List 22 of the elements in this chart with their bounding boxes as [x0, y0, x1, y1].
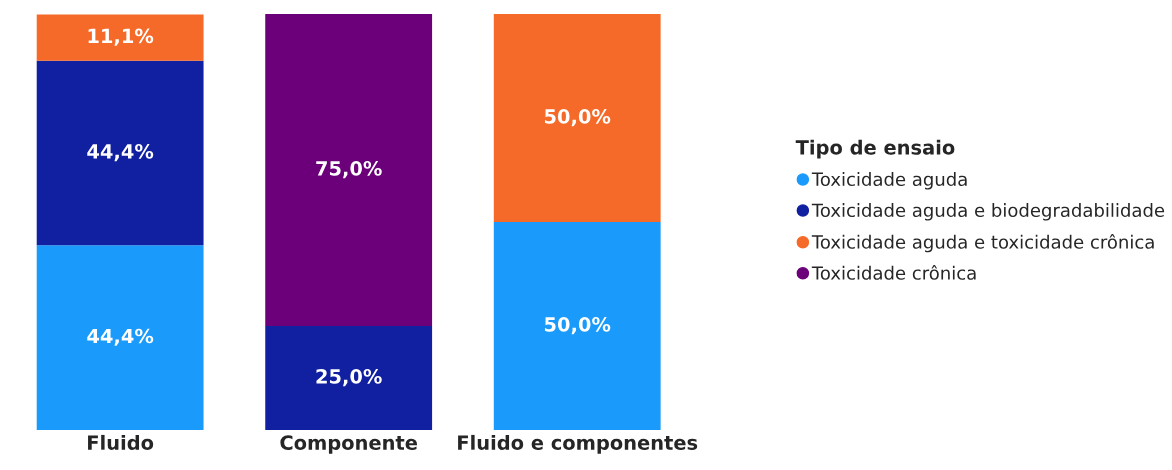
bar [36, 60, 204, 246]
legend-label: Toxicidade aguda e toxicidade crônica [811, 234, 1154, 253]
data-label: 44,4% [87, 328, 154, 346]
data-label: 11,1% [88, 28, 154, 46]
bar [36, 14, 204, 61]
data-label: 50,0% [544, 109, 611, 127]
x-tick-label: Componente [280, 435, 417, 454]
data-label: 25,0% [316, 368, 382, 387]
x-tick-label: Fluido [88, 434, 154, 450]
x-tick-label: Fluido e componentes [458, 434, 698, 454]
data-label: 75,0% [316, 161, 382, 179]
data-label: 44,4% [87, 143, 154, 162]
bar [36, 245, 204, 431]
legend-label: Toxicidade crônica [811, 265, 976, 280]
legend-title: Tipo de ensaio [795, 139, 955, 159]
bar [493, 222, 661, 431]
bar [493, 14, 661, 223]
bar [265, 14, 433, 327]
bar [265, 326, 433, 431]
legend-label: Toxicidade aguda [811, 172, 967, 190]
legend-label: Toxicidade aguda e biodegradabilidade [811, 203, 1165, 221]
data-label: 50,0% [544, 317, 611, 335]
